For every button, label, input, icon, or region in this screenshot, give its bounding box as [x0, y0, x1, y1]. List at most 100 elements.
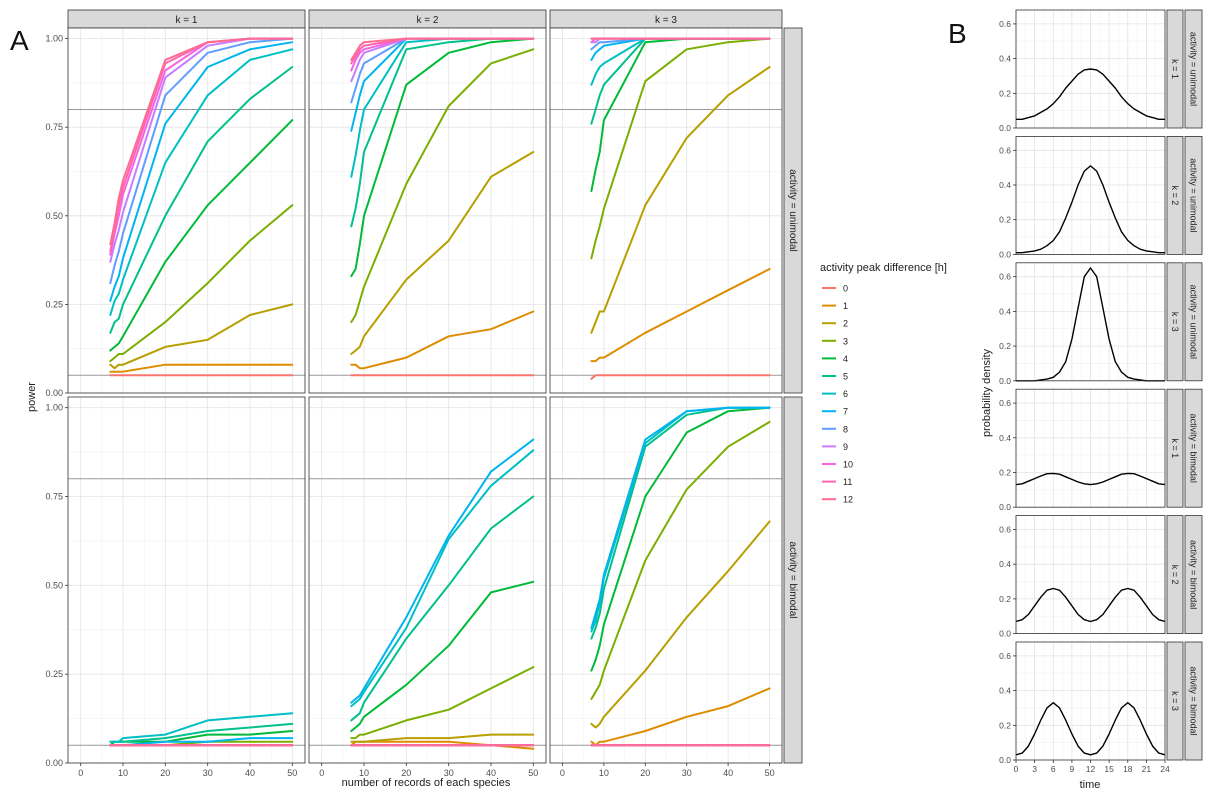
- power-facet-row2-col1: 0 10 20 30 40 50 0.00 0.25 0.50 0.75 1.00: [45, 396, 306, 778]
- x-tick-label: 12: [1086, 764, 1096, 774]
- strip-background: [783, 396, 803, 764]
- legend-item-10: 10: [822, 460, 853, 470]
- k-strip-background: [1166, 9, 1184, 129]
- x-tick-label: 30: [203, 768, 213, 778]
- power-facet-row1-col3: [549, 27, 783, 394]
- panel-b-facets: 0.0 0.2 0.4 0.6 k = 1 activity = unimodal 0.0 0…: [999, 9, 1203, 774]
- legend-item-5: 5: [822, 372, 848, 382]
- y-tick-label: 0.6: [999, 398, 1011, 408]
- activity-strip-background: [1184, 262, 1203, 382]
- y-tick-label: 0.0: [999, 249, 1011, 259]
- activity-strip-label: activity = unimodal: [1189, 32, 1199, 106]
- y-tick-label: 0.4: [999, 686, 1011, 696]
- panel-a-x-axis-title: number of records of each species: [342, 777, 511, 789]
- power-series-6: [350, 449, 535, 708]
- activity-strip-label: activity = unimodal: [1189, 285, 1199, 359]
- activity-strip-background: [1184, 9, 1203, 129]
- power-series-4: [590, 406, 771, 672]
- legend-label: 6: [843, 389, 848, 399]
- panel-label-a: A: [10, 25, 29, 56]
- x-tick-label: 50: [287, 768, 297, 778]
- power-series-6: [109, 48, 294, 316]
- y-tick-label: 0.25: [45, 299, 63, 309]
- panel-a-column-strip-k3: k = 3: [549, 9, 783, 29]
- x-tick-label: 10: [599, 768, 609, 778]
- y-tick-label: 0.0: [999, 123, 1011, 133]
- x-tick-label: 40: [723, 768, 733, 778]
- row-strip-label: activity = unimodal: [787, 169, 798, 252]
- x-tick-label: 10: [359, 768, 369, 778]
- power-series-2: [350, 151, 535, 355]
- power-series-3: [350, 48, 535, 324]
- y-tick-label: 0.2: [999, 341, 1011, 351]
- legend-item-7: 7: [822, 407, 848, 417]
- k-strip-background: [1166, 388, 1184, 508]
- power-series-3: [590, 37, 771, 260]
- legend-item-8: 8: [822, 424, 848, 434]
- k-strip-label: k = 3: [1170, 312, 1180, 332]
- series-group: [590, 406, 771, 747]
- activity-strip-label: activity = bimodal: [1189, 666, 1199, 735]
- y-tick-label: 0.00: [45, 388, 63, 398]
- x-tick-label: 9: [1070, 764, 1075, 774]
- legend-label: 7: [843, 407, 848, 417]
- y-tick-label: 0.2: [999, 594, 1011, 604]
- x-tick-label: 6: [1051, 764, 1056, 774]
- power-series-1: [590, 268, 771, 363]
- facet-border: [1015, 262, 1166, 382]
- y-tick-label: 0.0: [999, 629, 1011, 639]
- x-tick-label: 0: [560, 768, 565, 778]
- power-series-3: [109, 204, 294, 363]
- panel-label-b: B: [948, 18, 967, 49]
- y-tick-label: 0.4: [999, 433, 1011, 443]
- y-tick-label: 0.75: [45, 492, 63, 502]
- power-series-7: [590, 406, 771, 629]
- legend-label: 2: [843, 319, 848, 329]
- power-facet-row2-col2: 0 10 20 30 40 50: [308, 396, 547, 778]
- power-series-12: [350, 37, 535, 61]
- facet-border: [67, 27, 306, 394]
- x-tick-label: 40: [486, 768, 496, 778]
- y-tick-label: 0.6: [999, 19, 1011, 29]
- power-series-1: [350, 310, 535, 370]
- legend-title: activity peak difference [h]: [820, 262, 947, 274]
- series-group: [109, 37, 294, 377]
- column-strip-label: k = 1: [176, 15, 198, 26]
- panel-b-x-axis-title: time: [1080, 779, 1101, 791]
- x-tick-label: 30: [444, 768, 454, 778]
- legend-item-2: 2: [822, 319, 848, 329]
- power-series-7: [109, 41, 294, 302]
- legend-label: 3: [843, 336, 848, 346]
- series-group: [590, 37, 771, 380]
- power-legend: activity peak difference [h] 01234567891…: [820, 262, 947, 505]
- x-tick-label: 0: [319, 768, 324, 778]
- power-series-4: [350, 580, 535, 732]
- power-series-8: [109, 37, 294, 285]
- legend-item-9: 9: [822, 442, 848, 452]
- k-strip-background: [1166, 262, 1184, 382]
- power-facet-row1-col2: [308, 27, 547, 394]
- k-strip-background: [1166, 515, 1184, 634]
- y-tick-label: 0.2: [999, 468, 1011, 478]
- y-tick-label: 0.2: [999, 215, 1011, 225]
- activity-strip-label: activity = unimodal: [1189, 158, 1199, 232]
- legend-label: 1: [843, 301, 848, 311]
- activity-strip-background: [1184, 641, 1203, 761]
- power-series-12: [109, 37, 294, 246]
- y-tick-label: 0.4: [999, 54, 1011, 64]
- legend-label: 4: [843, 354, 848, 364]
- series-group: [350, 438, 535, 750]
- x-tick-label: 40: [245, 768, 255, 778]
- density-curve: [1015, 702, 1166, 756]
- activity-strip-background: [1184, 388, 1203, 508]
- k-strip-label: k = 1: [1170, 59, 1180, 79]
- k-strip-background: [1166, 641, 1184, 761]
- x-tick-label: 0: [1014, 764, 1019, 774]
- power-series-5: [350, 495, 535, 722]
- x-tick-label: 30: [682, 768, 692, 778]
- facet-border: [1015, 515, 1166, 634]
- legend-item-6: 6: [822, 389, 848, 399]
- power-series-1: [109, 363, 294, 373]
- legend-item-12: 12: [822, 495, 853, 505]
